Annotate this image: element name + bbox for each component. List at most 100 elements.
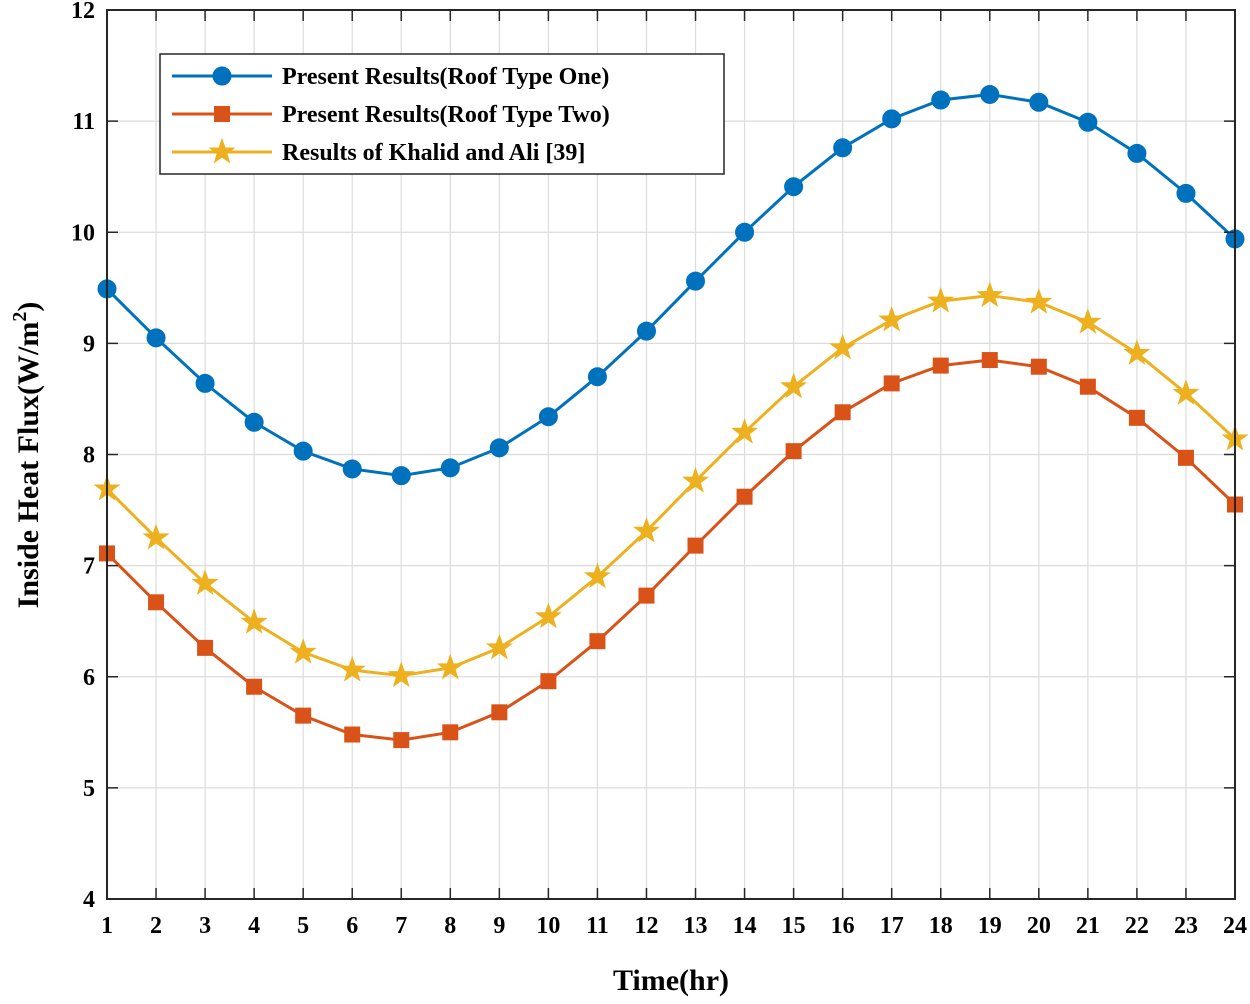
- data-point: [440, 458, 460, 478]
- data-point: [785, 443, 802, 460]
- y-tick-label: 6: [83, 665, 95, 691]
- data-point: [731, 418, 759, 444]
- data-point: [931, 90, 951, 110]
- data-point: [1128, 409, 1145, 426]
- series-1: [97, 84, 1245, 486]
- data-point: [534, 602, 562, 629]
- data-point: [344, 726, 361, 743]
- data-point: [146, 328, 166, 348]
- data-point: [589, 633, 606, 650]
- data-point: [687, 537, 704, 554]
- legend-label: Present Results(Roof Type Two): [282, 102, 610, 128]
- data-point: [289, 638, 317, 664]
- data-point: [1172, 379, 1200, 405]
- x-tick-label: 10: [536, 913, 560, 939]
- y-tick-label: 11: [72, 109, 95, 135]
- y-tick-label: 7: [83, 554, 95, 580]
- x-tick-label: 9: [493, 913, 505, 939]
- data-point: [780, 372, 808, 399]
- data-point: [883, 375, 900, 392]
- x-tick-label: 20: [1027, 913, 1051, 939]
- data-point: [538, 407, 558, 427]
- x-tick-label: 4: [248, 913, 260, 939]
- data-point: [1025, 288, 1053, 314]
- axis-ticks: [106, 9, 1236, 900]
- data-point: [927, 286, 955, 313]
- data-point: [981, 352, 998, 369]
- data-point: [197, 639, 214, 656]
- data-point: [1127, 143, 1147, 163]
- x-tick-label: 13: [684, 913, 708, 939]
- x-tick-label: 24: [1223, 913, 1247, 939]
- data-point: [976, 281, 1004, 308]
- data-point: [387, 661, 415, 688]
- x-tick-label: 12: [634, 913, 658, 939]
- data-point: [587, 367, 607, 387]
- legend-entry: Results of Khalid and Ali [39]: [172, 137, 585, 166]
- data-point: [195, 373, 215, 393]
- legend-label: Results of Khalid and Ali [39]: [282, 140, 585, 166]
- legend-label: Present Results(Roof Type One): [282, 64, 609, 90]
- y-tick-label: 9: [83, 331, 95, 357]
- series-line: [105, 358, 1237, 742]
- data-point: [1029, 92, 1049, 112]
- data-point: [784, 177, 804, 197]
- series-layer: [93, 84, 1249, 749]
- data-point: [829, 333, 857, 360]
- data-point: [1074, 308, 1102, 334]
- x-tick-label: 1: [101, 913, 113, 939]
- y-tick-label: 8: [83, 443, 95, 469]
- x-tick-label: 7: [395, 913, 407, 939]
- y-axis-title-superscript: 2: [9, 312, 31, 322]
- data-point: [1123, 339, 1151, 365]
- data-point: [834, 404, 851, 421]
- x-tick-label: 11: [586, 913, 609, 939]
- data-point: [735, 222, 755, 242]
- x-tick-label: 17: [880, 913, 904, 939]
- data-point: [636, 321, 656, 341]
- x-tick-label: 21: [1076, 913, 1100, 939]
- x-tick-label: 19: [978, 913, 1002, 939]
- data-point: [632, 516, 660, 543]
- x-tick-label: 15: [782, 913, 806, 939]
- legend-entry: Present Results(Roof Type One): [172, 64, 609, 90]
- legend-marker: [212, 66, 232, 86]
- data-point: [932, 357, 949, 374]
- y-tick-label: 12: [71, 0, 95, 24]
- x-tick-label: 22: [1125, 913, 1149, 939]
- y-axis-title-main: Inside Heat Flux(W/m: [12, 322, 45, 609]
- data-point: [1079, 378, 1096, 395]
- data-point: [736, 488, 753, 505]
- data-point: [1176, 183, 1196, 203]
- x-tick-label: 3: [199, 913, 211, 939]
- legend: Present Results(Roof Type One) Present Re…: [159, 53, 725, 175]
- y-tick-label: 10: [71, 220, 95, 246]
- data-point: [583, 562, 611, 589]
- data-point: [391, 466, 411, 486]
- data-point: [682, 466, 710, 493]
- data-point: [878, 305, 906, 332]
- data-point: [142, 523, 170, 550]
- y-tick-label: 4: [83, 887, 95, 913]
- data-point: [295, 707, 312, 724]
- data-point: [244, 412, 264, 432]
- legend-entry: Present Results(Roof Type Two): [172, 102, 610, 128]
- x-tick-label: 8: [444, 913, 456, 939]
- legend-entries: Present Results(Roof Type One) Present Re…: [172, 64, 610, 166]
- y-axis-title: Inside Heat Flux(W/m2): [9, 302, 45, 609]
- legend-marker: [208, 137, 236, 164]
- data-point: [1030, 358, 1047, 375]
- x-tick-label: 23: [1174, 913, 1198, 939]
- data-point: [882, 109, 902, 129]
- data-point: [442, 724, 459, 741]
- series-2: [99, 352, 1243, 749]
- x-tick-label: 16: [831, 913, 855, 939]
- data-point: [293, 441, 313, 461]
- data-point: [540, 673, 557, 690]
- data-point: [489, 438, 509, 458]
- data-point: [638, 587, 655, 604]
- x-tick-label: 14: [733, 913, 757, 939]
- data-point: [342, 459, 362, 479]
